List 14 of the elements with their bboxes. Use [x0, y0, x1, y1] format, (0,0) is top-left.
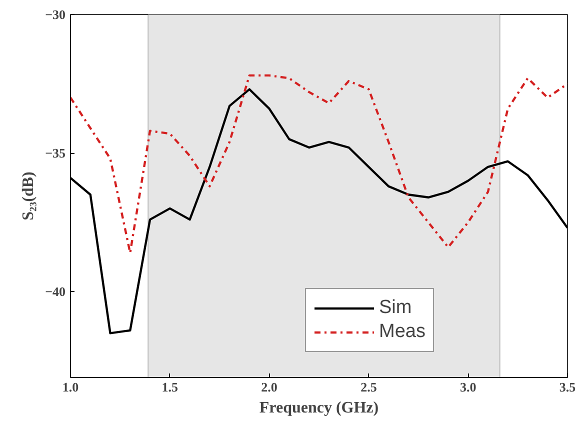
x-tick-label: 2.5 [360, 380, 378, 394]
legend-label: Meas [379, 321, 426, 343]
x-axis-title: Frequency (GHz) [259, 400, 379, 416]
x-tick-label: 3.0 [460, 380, 476, 394]
y-axis-title: S₂₃(dB) [20, 172, 38, 220]
y-tick-label: −30 [45, 7, 66, 22]
line-series [70, 74, 568, 254]
legend-label: Sim [379, 297, 412, 319]
y-tick-label: −35 [45, 146, 66, 161]
x-tick-label: 1.5 [162, 380, 179, 394]
x-tick-label: 3.5 [559, 380, 576, 394]
x-tick-label: 1.0 [62, 380, 79, 394]
x-tick-label: 2.0 [261, 380, 278, 394]
y-tick-label: −40 [45, 284, 66, 300]
